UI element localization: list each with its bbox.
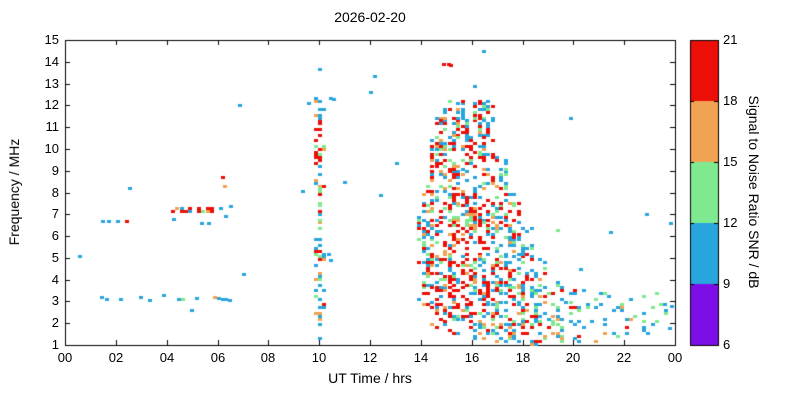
x-tick-label: 22: [616, 350, 632, 365]
y-tick-label: 10: [44, 141, 59, 156]
y-tick-label: 14: [44, 54, 59, 69]
y-tick-label: 5: [51, 250, 59, 265]
y-tick-label: 4: [51, 272, 59, 287]
colorbar-tick-label: 6: [723, 337, 731, 352]
x-tick-label: 08: [260, 350, 276, 365]
x-tick-label: 14: [413, 350, 429, 365]
y-tick-label: 13: [44, 76, 59, 91]
y-tick-label: 3: [51, 293, 59, 308]
chart-title: 2026-02-20: [334, 9, 406, 25]
colorbar-tick-label: 12: [723, 215, 738, 230]
y-tick-label: 8: [51, 185, 59, 200]
y-tick-label: 11: [45, 119, 60, 134]
x-tick-label: 18: [515, 350, 531, 365]
x-tick-label: 00: [667, 350, 683, 365]
x-axis-label: UT Time / hrs: [328, 370, 412, 386]
y-tick-label: 2: [51, 315, 59, 330]
y-tick-label: 1: [51, 337, 59, 352]
colorbar-tick-label: 18: [723, 93, 738, 108]
colorbar-tick-label: 9: [723, 276, 731, 291]
y-tick-label: 12: [44, 97, 59, 112]
x-tick-label: 00: [57, 350, 73, 365]
y-tick-label: 6: [51, 228, 59, 243]
x-tick-label: 06: [210, 350, 226, 365]
colorbar-tick-label: 21: [723, 32, 738, 47]
x-tick-label: 02: [108, 350, 124, 365]
x-tick-label: 12: [362, 350, 378, 365]
y-tick-label: 15: [44, 32, 59, 47]
x-tick-label: 16: [464, 350, 480, 365]
x-tick-label: 04: [159, 350, 175, 365]
colorbar-tick-label: 15: [723, 154, 738, 169]
x-tick-label: 10: [311, 350, 327, 365]
y-tick-label: 9: [51, 163, 59, 178]
y-tick-label: 7: [51, 206, 59, 221]
x-tick-label: 20: [565, 350, 581, 365]
